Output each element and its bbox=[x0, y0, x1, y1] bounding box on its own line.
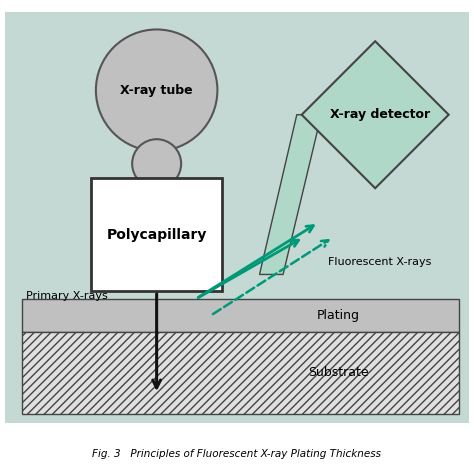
Polygon shape bbox=[260, 115, 321, 274]
Text: Fig. 3   Principles of Fluorescent X-ray Plating Thickness: Fig. 3 Principles of Fluorescent X-ray P… bbox=[92, 449, 382, 459]
Text: Substrate: Substrate bbox=[308, 366, 368, 380]
Circle shape bbox=[96, 29, 218, 151]
Text: Plating: Plating bbox=[317, 309, 359, 322]
Text: X-ray tube: X-ray tube bbox=[120, 84, 193, 97]
Bar bbox=[91, 178, 222, 291]
Bar bbox=[22, 332, 459, 414]
Text: X-ray detector: X-ray detector bbox=[330, 108, 430, 121]
Text: Polycapillary: Polycapillary bbox=[107, 228, 207, 242]
Text: Primary X-rays: Primary X-rays bbox=[26, 291, 108, 301]
Circle shape bbox=[132, 139, 181, 188]
Text: Fluorescent X-rays: Fluorescent X-rays bbox=[328, 257, 431, 267]
Polygon shape bbox=[301, 41, 449, 188]
Bar bbox=[22, 299, 459, 332]
